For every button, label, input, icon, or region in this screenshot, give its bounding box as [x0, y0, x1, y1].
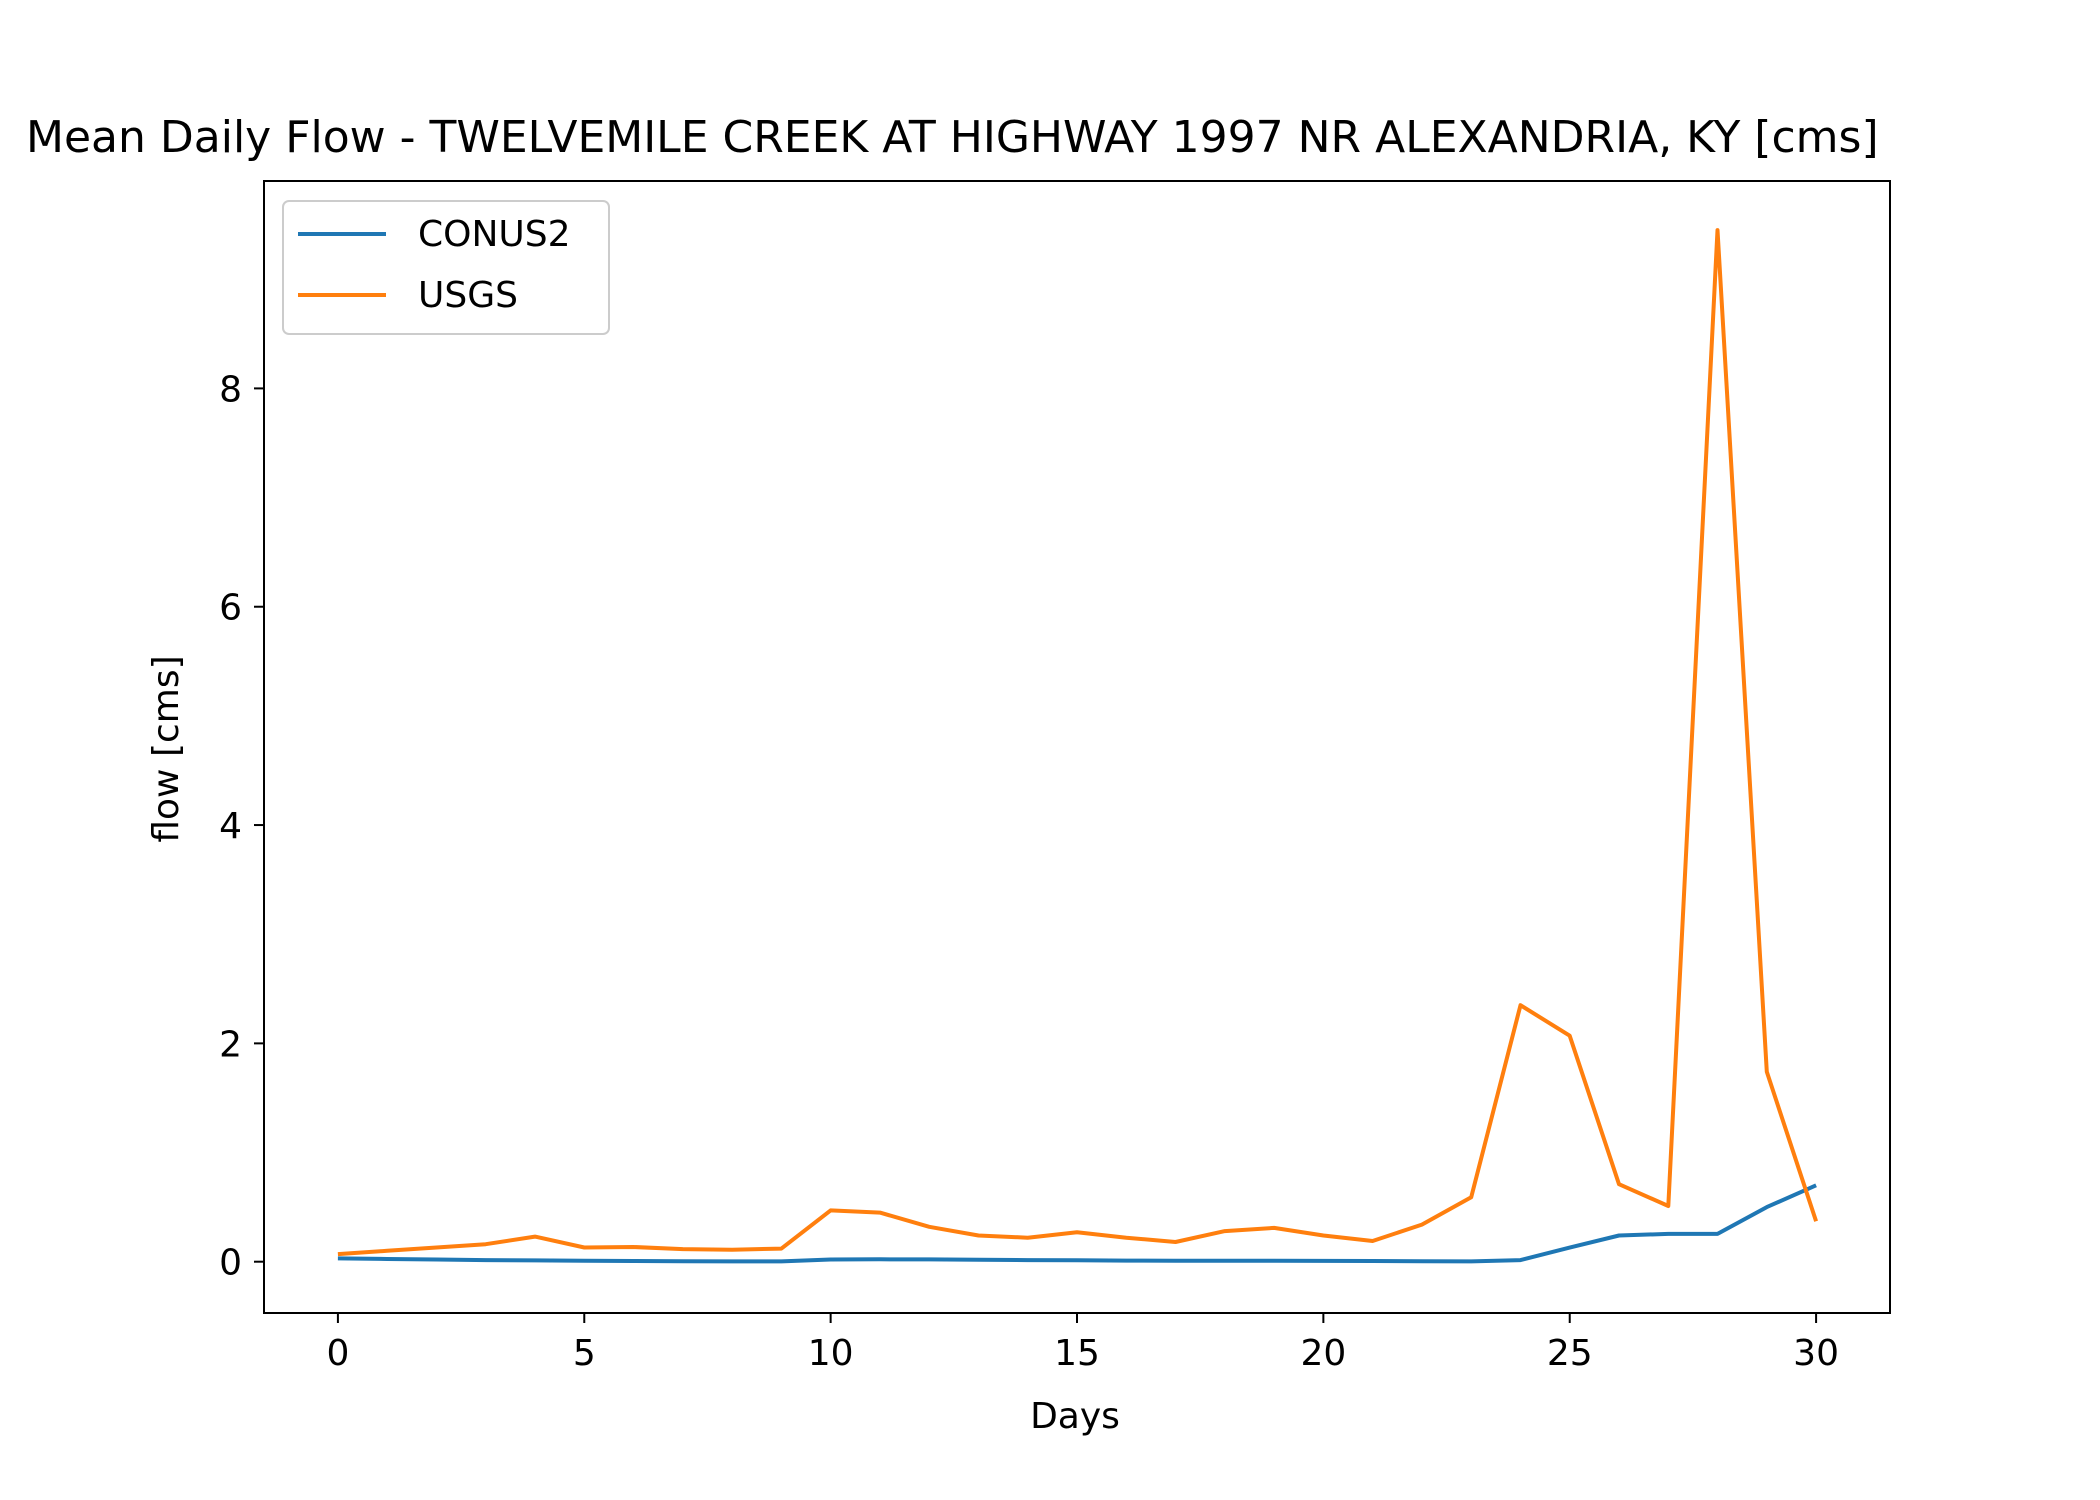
x-axis-label: Days	[1030, 1396, 1120, 1437]
x-tick-label: 30	[1793, 1333, 1839, 1374]
x-tick-label: 20	[1300, 1333, 1346, 1374]
series-line-usgs	[337, 228, 1818, 1257]
x-tick-label: 5	[573, 1333, 596, 1374]
plot-area: 0 5 10 15 20 25 30 0 2 4 6 8	[219, 180, 1891, 1374]
legend-label-usgs: USGS	[418, 275, 518, 316]
x-tick-label: 15	[1054, 1333, 1100, 1374]
y-axis-label: flow [cms]	[146, 655, 187, 842]
x-tick-label: 25	[1547, 1333, 1593, 1374]
y-tick-label: 6	[219, 588, 242, 629]
legend-label-conus2: CONUS2	[418, 214, 571, 255]
x-tick-label: 10	[808, 1333, 854, 1374]
y-tick-label: 8	[219, 369, 242, 410]
y-tick-label: 4	[219, 806, 242, 847]
x-tick-label: 0	[326, 1333, 349, 1374]
y-tick-label: 2	[219, 1024, 242, 1065]
y-tick-label: 0	[219, 1243, 242, 1284]
chart-title: Mean Daily Flow - TWELVEMILE CREEK AT HI…	[26, 112, 1879, 163]
legend: CONUS2 USGS	[282, 200, 610, 335]
plot-frame	[263, 180, 1891, 1314]
series-line-conus2	[337, 1183, 1817, 1264]
